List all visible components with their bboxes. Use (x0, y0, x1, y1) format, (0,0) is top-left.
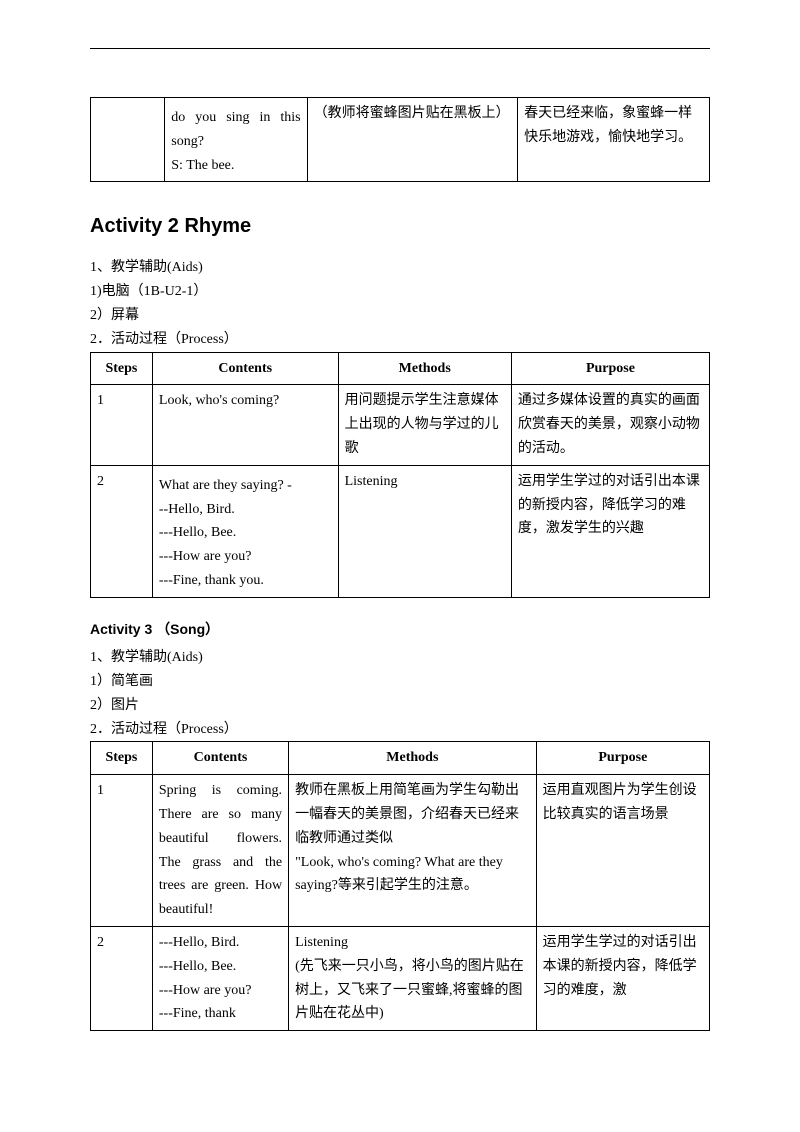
th-contents: Contents (152, 352, 338, 385)
table-header-row: Steps Contents Methods Purpose (91, 352, 710, 385)
table-row: 2 ---Hello, Bird.---Hello, Bee.---How ar… (91, 926, 710, 1030)
table-row: do you sing in this song?S: The bee. （教师… (91, 98, 710, 182)
activity2-table: Steps Contents Methods Purpose 1 Look, w… (90, 352, 710, 598)
cell-contents: do you sing in this song?S: The bee. (165, 98, 307, 182)
cell-methods: 用问题提示学生注意媒体上出现的人物与学过的儿歌 (338, 385, 511, 465)
th-purpose: Purpose (511, 352, 709, 385)
th-steps: Steps (91, 352, 153, 385)
cell-contents: ---Hello, Bird.---Hello, Bee.---How are … (152, 926, 288, 1030)
cell-methods: （教师将蜜蜂图片贴在黑板上） (307, 98, 517, 182)
cell-step (91, 98, 165, 182)
cell-purpose: 运用学生学过的对话引出本课的新授内容，降低学习的难度，激 (536, 926, 709, 1030)
cell-methods: Listening(先飞来一只小鸟，将小鸟的图片贴在树上，又飞来了一只蜜蜂,将蜜… (289, 926, 537, 1030)
cell-contents: Look, who's coming? (152, 385, 338, 465)
activity3-aid-2: 2）图片 (90, 694, 710, 718)
cell-methods: 教师在黑板上用简笔画为学生勾勒出一幅春天的美景图，介绍春天已经来临教师通过类似"… (289, 775, 537, 927)
th-methods: Methods (338, 352, 511, 385)
activity3-aid-1: 1）简笔画 (90, 670, 710, 694)
cell-contents: Spring is coming. There are so many beau… (152, 775, 288, 927)
activity3-process-title: 2．活动过程（Process） (90, 718, 710, 742)
cell-step: 1 (91, 385, 153, 465)
th-contents: Contents (152, 742, 288, 775)
table-row: 1 Look, who's coming? 用问题提示学生注意媒体上出现的人物与… (91, 385, 710, 465)
th-purpose: Purpose (536, 742, 709, 775)
activity3-table: Steps Contents Methods Purpose 1 Spring … (90, 741, 710, 1031)
cell-purpose: 通过多媒体设置的真实的画面欣赏春天的美景，观察小动物的活动。 (511, 385, 709, 465)
cell-purpose: 运用学生学过的对话引出本课的新授内容，降低学习的难度，激发学生的兴趣 (511, 465, 709, 597)
table-row: 2 What are they saying? ---Hello, Bird.-… (91, 465, 710, 597)
table-row: 1 Spring is coming. There are so many be… (91, 775, 710, 927)
top-table: do you sing in this song?S: The bee. （教师… (90, 97, 710, 182)
activity2-process-title: 2．活动过程（Process） (90, 328, 710, 352)
activity2-aid-1: 1)电脑（1B-U2-1） (90, 280, 710, 304)
cell-methods: Listening (338, 465, 511, 597)
page-top-rule (90, 48, 710, 49)
th-methods: Methods (289, 742, 537, 775)
th-steps: Steps (91, 742, 153, 775)
activity2-aids-title: 1、教学辅助(Aids) (90, 256, 710, 280)
cell-purpose: 运用直观图片为学生创设比较真实的语言场景 (536, 775, 709, 927)
activity2-title: Activity 2 Rhyme (90, 210, 710, 242)
table-header-row: Steps Contents Methods Purpose (91, 742, 710, 775)
activity3-title: Activity 3 （Song） (90, 618, 710, 640)
activity2-aid-2: 2）屏幕 (90, 304, 710, 328)
cell-step: 2 (91, 465, 153, 597)
cell-purpose: 春天已经来临，象蜜蜂一样快乐地游戏，愉快地学习。 (518, 98, 710, 182)
cell-step: 1 (91, 775, 153, 927)
activity3-aids-title: 1、教学辅助(Aids) (90, 646, 710, 670)
cell-step: 2 (91, 926, 153, 1030)
cell-contents: What are they saying? ---Hello, Bird.---… (152, 465, 338, 597)
